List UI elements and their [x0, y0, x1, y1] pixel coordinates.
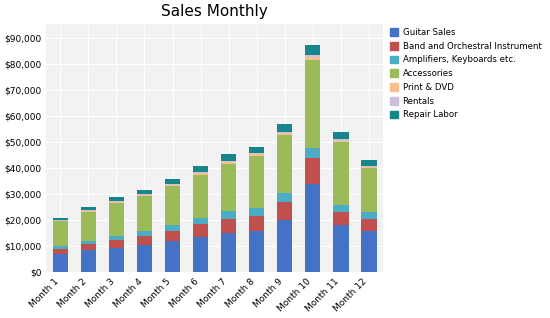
- Bar: [109, 240, 124, 248]
- Bar: [277, 124, 293, 132]
- Bar: [277, 220, 293, 273]
- Bar: [249, 231, 265, 273]
- Bar: [249, 155, 265, 156]
- Bar: [165, 184, 180, 185]
- Bar: [305, 57, 321, 60]
- Bar: [53, 246, 68, 249]
- Title: Sales Monthly: Sales Monthly: [161, 4, 268, 19]
- Bar: [193, 237, 208, 273]
- Bar: [277, 133, 293, 135]
- Bar: [277, 202, 293, 220]
- Bar: [81, 211, 96, 212]
- Bar: [109, 202, 124, 203]
- Bar: [109, 203, 124, 236]
- Bar: [333, 139, 349, 141]
- Bar: [305, 45, 321, 55]
- Bar: [53, 220, 68, 221]
- Bar: [305, 184, 321, 273]
- Bar: [221, 219, 236, 233]
- Bar: [193, 173, 208, 175]
- Bar: [305, 55, 321, 57]
- Bar: [81, 212, 96, 240]
- Legend: Guitar Sales, Band and Orchestral Instrument, Amplifiers, Keyboards etc., Access: Guitar Sales, Band and Orchestral Instru…: [386, 24, 545, 123]
- Bar: [361, 160, 377, 166]
- Bar: [193, 172, 208, 173]
- Bar: [109, 248, 124, 273]
- Bar: [193, 218, 208, 224]
- Bar: [137, 231, 152, 236]
- Bar: [137, 245, 152, 273]
- Bar: [165, 185, 180, 186]
- Bar: [333, 142, 349, 205]
- Bar: [361, 168, 377, 212]
- Bar: [165, 241, 180, 273]
- Bar: [221, 164, 236, 211]
- Bar: [361, 231, 377, 273]
- Bar: [361, 166, 377, 167]
- Bar: [193, 166, 208, 172]
- Bar: [249, 153, 265, 155]
- Bar: [333, 225, 349, 273]
- Bar: [193, 175, 208, 218]
- Bar: [361, 167, 377, 168]
- Bar: [109, 197, 124, 201]
- Bar: [221, 161, 236, 162]
- Bar: [249, 156, 265, 209]
- Bar: [137, 196, 152, 231]
- Bar: [333, 132, 349, 139]
- Bar: [333, 141, 349, 142]
- Bar: [221, 211, 236, 219]
- Bar: [305, 158, 321, 184]
- Bar: [165, 179, 180, 184]
- Bar: [53, 221, 68, 222]
- Bar: [137, 195, 152, 196]
- Bar: [53, 249, 68, 254]
- Bar: [305, 149, 321, 158]
- Bar: [81, 240, 96, 244]
- Bar: [277, 135, 293, 193]
- Bar: [277, 193, 293, 202]
- Bar: [137, 190, 152, 194]
- Bar: [305, 60, 321, 149]
- Bar: [333, 205, 349, 212]
- Bar: [193, 224, 208, 237]
- Bar: [249, 147, 265, 153]
- Bar: [109, 201, 124, 202]
- Bar: [165, 231, 180, 241]
- Bar: [109, 236, 124, 240]
- Bar: [81, 207, 96, 210]
- Bar: [361, 212, 377, 219]
- Bar: [81, 244, 96, 250]
- Bar: [277, 132, 293, 133]
- Bar: [249, 209, 265, 216]
- Bar: [137, 236, 152, 245]
- Bar: [165, 225, 180, 231]
- Bar: [137, 194, 152, 195]
- Bar: [361, 219, 377, 231]
- Bar: [81, 210, 96, 211]
- Bar: [221, 155, 236, 161]
- Bar: [165, 186, 180, 225]
- Bar: [53, 222, 68, 246]
- Bar: [53, 218, 68, 220]
- Bar: [333, 212, 349, 225]
- Bar: [221, 162, 236, 164]
- Bar: [221, 233, 236, 273]
- Bar: [53, 254, 68, 273]
- Bar: [81, 250, 96, 273]
- Bar: [249, 216, 265, 231]
